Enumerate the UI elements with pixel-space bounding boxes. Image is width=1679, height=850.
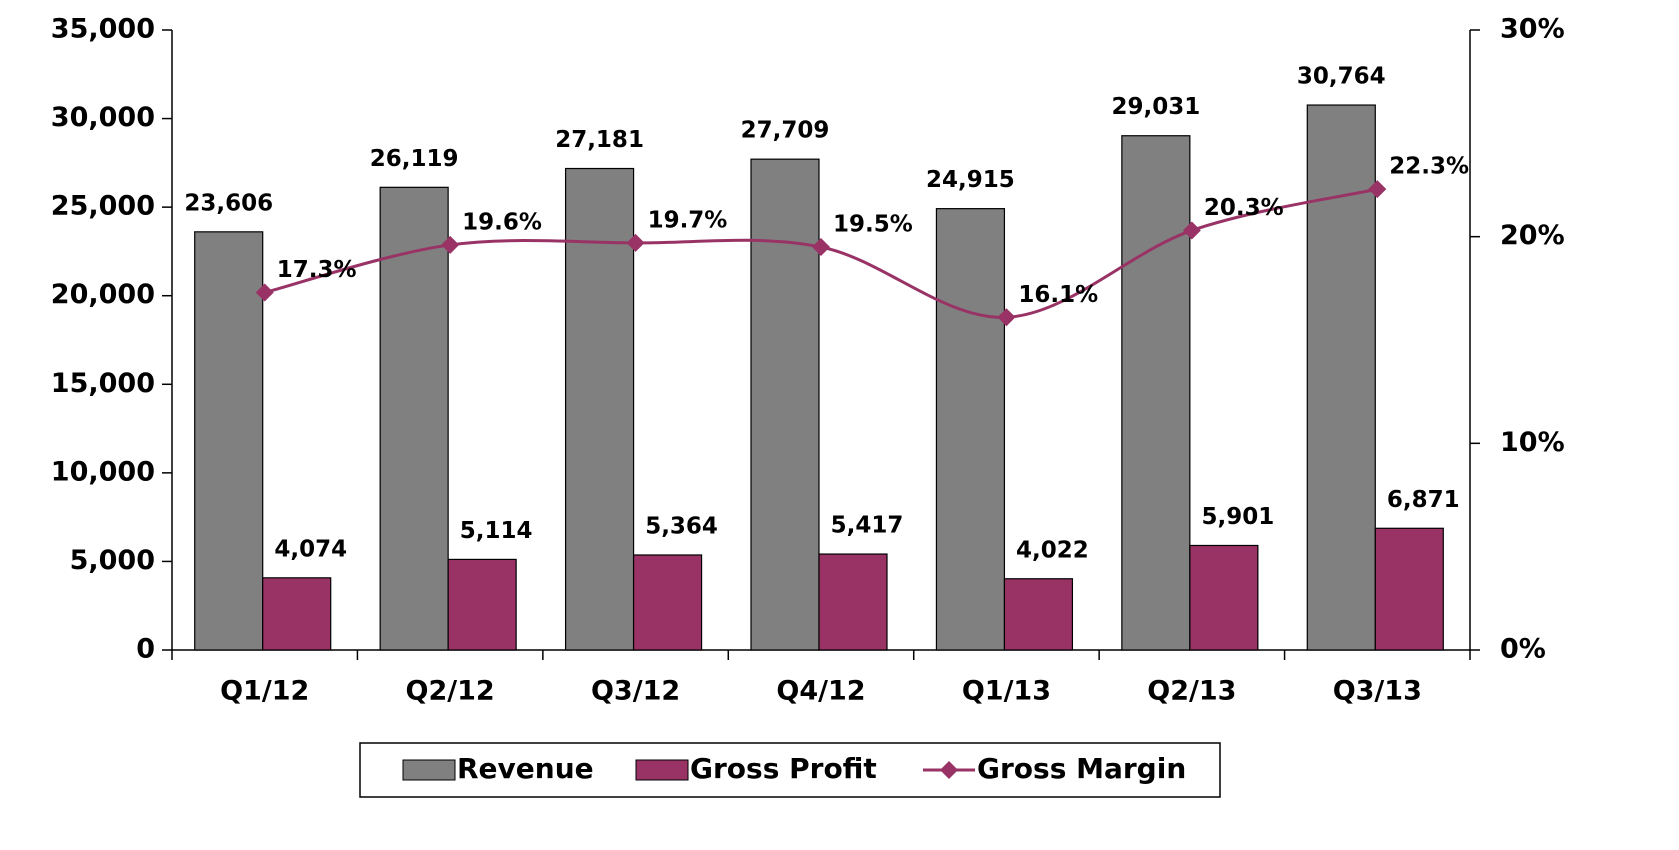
data-label: 23,606 [184,190,273,216]
y-tick-label: 15,000 [51,368,155,399]
x-tick-label: Q1/12 [220,676,309,707]
marker [1368,180,1387,199]
y-tick-label: 0 [136,634,155,665]
data-label: 27,181 [555,127,644,153]
marker [1182,221,1201,240]
y-tick-label: 5,000 [70,545,155,576]
bar [818,553,888,651]
y2-tick-label: 30% [1500,14,1565,45]
y-tick-label: 10,000 [51,456,155,487]
bar [194,231,264,651]
legend-marker [940,761,958,779]
legend-label: Revenue [457,752,594,785]
bar [1374,527,1444,651]
y2-tick-label: 10% [1500,427,1565,458]
x-tick-label: Q2/13 [1147,676,1236,707]
bar [632,554,703,651]
y-tick-label: 30,000 [51,102,155,133]
data-label: 19.7% [648,207,728,233]
data-label: 22.3% [1389,154,1469,180]
data-label: 19.5% [833,212,913,238]
marker [255,283,274,302]
y2-tick-label: 0% [1500,634,1546,665]
data-label: 5,114 [460,518,533,544]
data-label: 5,417 [831,513,904,539]
data-label: 19.6% [462,209,542,235]
y-tick-label: 35,000 [51,14,155,45]
legend-label: Gross Profit [690,752,877,785]
x-tick-label: Q3/13 [1333,676,1422,707]
bar [379,186,449,651]
x-tick-label: Q3/12 [591,676,680,707]
data-label: 17.3% [277,257,357,283]
bar [447,558,517,651]
x-tick-label: Q4/12 [776,676,865,707]
data-label: 27,709 [741,118,830,144]
data-label: 6,871 [1387,487,1460,513]
data-label: 29,031 [1111,94,1200,120]
marker [441,235,460,254]
legend-swatch [402,759,456,781]
data-label: 24,915 [926,167,1015,193]
data-label: 16.1% [1018,282,1098,308]
data-label: 20.3% [1204,195,1284,221]
y-tick-label: 25,000 [51,191,155,222]
marker [626,233,645,252]
data-label: 5,901 [1201,504,1274,530]
bar [1003,578,1074,651]
marker [812,238,830,256]
data-label: 4,022 [1016,537,1089,563]
data-label: 4,074 [274,536,347,562]
legend-label: Gross Margin [977,752,1186,785]
bar [1189,544,1259,651]
data-label: 5,364 [645,513,718,539]
marker [997,308,1016,327]
bar [1121,135,1191,651]
data-label: 26,119 [370,146,459,172]
bar [935,208,1006,651]
bar [564,167,635,651]
y2-tick-label: 20% [1500,220,1565,251]
bar [750,158,820,651]
y-tick-label: 20,000 [51,279,155,310]
bar [262,577,332,651]
x-tick-label: Q2/12 [406,676,495,707]
legend-swatch [635,759,689,781]
data-label: 30,764 [1297,64,1386,90]
bar [1306,104,1376,651]
legend-box [359,742,1221,798]
x-tick-label: Q1/13 [962,676,1051,707]
